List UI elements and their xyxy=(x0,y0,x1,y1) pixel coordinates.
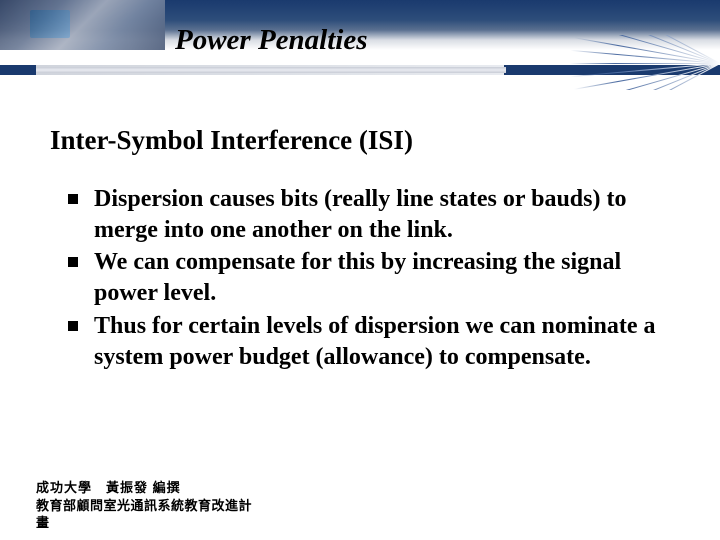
header-stripe-inner xyxy=(36,67,506,73)
footer-org-cont: 畫 xyxy=(36,514,252,532)
bullet-item: Dispersion causes bits (really line stat… xyxy=(68,184,670,245)
bullet-item: Thus for certain levels of dispersion we… xyxy=(68,311,670,372)
bullet-item: We can compensate for this by increasing… xyxy=(68,247,670,308)
bullet-list: Dispersion causes bits (really line stat… xyxy=(50,184,670,372)
slide-header: Power Penalties xyxy=(0,0,720,95)
slide-content: Inter-Symbol Interference (ISI) Dispersi… xyxy=(0,95,720,372)
footer-author: 成功大學 黃振發 編撰 xyxy=(36,479,252,497)
slide-footer: 成功大學 黃振發 編撰 教育部顧問室光通訊系統教育改進計 畫 xyxy=(36,479,252,532)
footer-org: 教育部顧問室光通訊系統教育改進計 xyxy=(36,497,252,515)
slide-subtitle: Inter-Symbol Interference (ISI) xyxy=(50,125,670,156)
header-photo-decoration xyxy=(0,0,165,50)
fiber-optic-decoration xyxy=(570,35,720,90)
slide-title: Power Penalties xyxy=(175,24,368,57)
